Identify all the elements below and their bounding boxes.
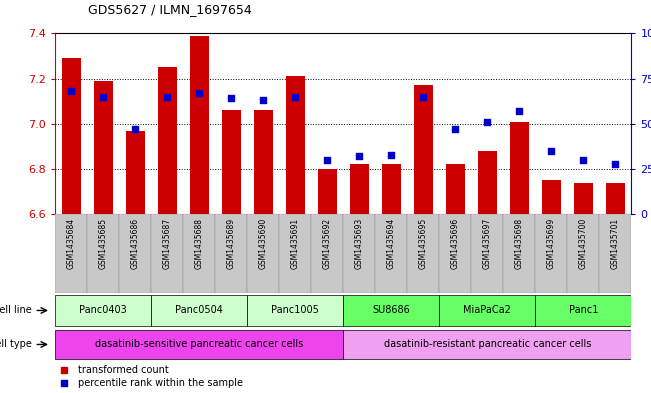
Bar (446, 165, 465, 214)
Point (322, 157, 333, 163)
Text: GDS5627 / ILMN_1697654: GDS5627 / ILMN_1697654 (88, 3, 252, 16)
Bar (568, 214, 600, 293)
Bar (535, 214, 568, 293)
Text: cell type: cell type (0, 340, 32, 349)
Bar (600, 214, 631, 293)
Point (226, 95, 236, 102)
Bar (439, 295, 535, 326)
Point (194, 90, 204, 96)
Bar (376, 214, 408, 293)
Text: GSM1435696: GSM1435696 (451, 218, 460, 269)
Bar (151, 214, 184, 293)
Bar (344, 295, 439, 326)
Bar (151, 295, 247, 326)
Text: cell line: cell line (0, 305, 32, 316)
Text: MiaPaCa2: MiaPaCa2 (464, 305, 512, 316)
Text: transformed count: transformed count (78, 365, 169, 375)
Text: GSM1435699: GSM1435699 (547, 218, 556, 269)
Point (386, 151, 396, 158)
Point (450, 126, 461, 132)
Bar (344, 214, 376, 293)
Bar (471, 214, 503, 293)
Text: Panc1005: Panc1005 (271, 305, 320, 316)
Point (258, 97, 269, 103)
Bar (535, 295, 631, 326)
Text: GSM1435685: GSM1435685 (99, 218, 108, 269)
Point (59, 367, 69, 373)
Text: GSM1435700: GSM1435700 (579, 218, 588, 269)
Text: Panc0403: Panc0403 (79, 305, 127, 316)
Text: GSM1435687: GSM1435687 (163, 218, 172, 269)
Bar (350, 165, 369, 214)
Bar (279, 214, 311, 293)
Text: SU8686: SU8686 (372, 305, 410, 316)
Point (418, 94, 428, 100)
Text: GSM1435693: GSM1435693 (355, 218, 364, 269)
Bar (542, 180, 561, 214)
Text: percentile rank within the sample: percentile rank within the sample (78, 378, 243, 388)
Bar (119, 214, 151, 293)
Bar (190, 36, 209, 214)
Point (66, 88, 77, 94)
Text: GSM1435695: GSM1435695 (419, 218, 428, 269)
Text: GSM1435697: GSM1435697 (483, 218, 492, 269)
Bar (247, 295, 344, 326)
Text: dasatinib-resistant pancreatic cancer cells: dasatinib-resistant pancreatic cancer ce… (383, 340, 591, 349)
Bar (254, 110, 273, 214)
Bar (408, 214, 439, 293)
Text: GSM1435694: GSM1435694 (387, 218, 396, 269)
Point (130, 126, 141, 132)
Point (290, 94, 301, 100)
Bar (184, 214, 215, 293)
Bar (215, 214, 247, 293)
Bar (94, 81, 113, 214)
Point (59, 380, 69, 386)
Bar (510, 121, 529, 214)
Point (162, 94, 173, 100)
Point (514, 108, 525, 114)
Point (578, 157, 589, 163)
Bar (344, 330, 631, 359)
Point (482, 119, 493, 125)
Point (610, 160, 620, 167)
Text: GSM1435691: GSM1435691 (291, 218, 300, 269)
Point (546, 148, 557, 154)
Text: GSM1435692: GSM1435692 (323, 218, 332, 269)
Text: Panc1: Panc1 (569, 305, 598, 316)
Text: GSM1435686: GSM1435686 (131, 218, 140, 269)
Text: Panc0504: Panc0504 (175, 305, 223, 316)
Bar (87, 214, 119, 293)
Bar (381, 165, 401, 214)
Bar (439, 214, 471, 293)
Point (354, 153, 365, 160)
Text: GSM1435701: GSM1435701 (611, 218, 620, 269)
Bar (318, 169, 337, 214)
Bar (55, 295, 151, 326)
Bar (158, 67, 177, 214)
Text: GSM1435698: GSM1435698 (515, 218, 524, 269)
Point (98, 94, 109, 100)
Bar (55, 214, 87, 293)
Bar (503, 214, 535, 293)
Bar (222, 110, 241, 214)
Bar (574, 182, 593, 214)
Text: GSM1435689: GSM1435689 (227, 218, 236, 269)
Bar (478, 151, 497, 214)
Text: dasatinib-sensitive pancreatic cancer cells: dasatinib-sensitive pancreatic cancer ce… (95, 340, 303, 349)
Bar (286, 76, 305, 214)
Bar (62, 58, 81, 214)
Bar (126, 130, 145, 214)
Text: GSM1435688: GSM1435688 (195, 218, 204, 269)
Bar (311, 214, 344, 293)
Bar (606, 182, 625, 214)
Text: GSM1435684: GSM1435684 (67, 218, 76, 269)
Bar (247, 214, 279, 293)
Bar (55, 330, 344, 359)
Bar (414, 85, 433, 214)
Text: GSM1435690: GSM1435690 (259, 218, 268, 269)
